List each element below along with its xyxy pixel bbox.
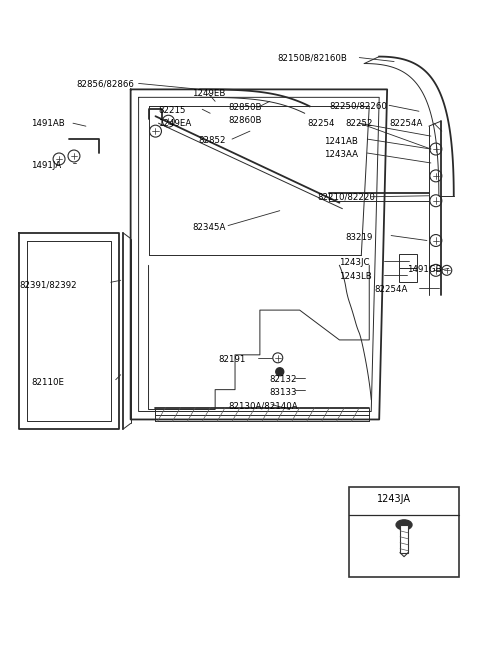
Text: 82250/82260: 82250/82260 <box>329 102 387 110</box>
Bar <box>399 269 417 282</box>
Text: 1243LB: 1243LB <box>339 272 372 281</box>
Text: 82110E: 82110E <box>31 378 64 386</box>
Text: 82856/82866: 82856/82866 <box>76 79 134 88</box>
Text: 82130A/82140A: 82130A/82140A <box>228 402 298 411</box>
Text: 1243JA: 1243JA <box>377 494 411 504</box>
Text: 82852: 82852 <box>198 136 226 145</box>
Text: 82215: 82215 <box>158 106 186 115</box>
Text: 83219: 83219 <box>346 233 373 242</box>
Text: 1241AB: 1241AB <box>324 137 359 146</box>
Text: 82391/82392: 82391/82392 <box>19 280 77 290</box>
Text: 1491AB: 1491AB <box>31 119 65 128</box>
Text: 1243JC: 1243JC <box>339 259 370 267</box>
Bar <box>349 487 459 576</box>
Text: 1249EB: 1249EB <box>192 89 226 98</box>
Text: 1249EA: 1249EA <box>158 119 192 128</box>
Bar <box>399 254 417 269</box>
Text: 1243AA: 1243AA <box>324 150 359 159</box>
Text: 83133: 83133 <box>270 388 297 397</box>
Text: 82210/82220: 82210/82220 <box>318 193 375 202</box>
Text: 82191: 82191 <box>218 355 245 364</box>
Text: 1491GB: 1491GB <box>407 265 442 274</box>
Circle shape <box>276 367 284 376</box>
Text: 82150B/82160B: 82150B/82160B <box>278 54 348 63</box>
Text: 82254: 82254 <box>308 119 335 128</box>
Text: 82252: 82252 <box>346 119 373 128</box>
Text: 82345A: 82345A <box>192 223 226 232</box>
Text: 1491JA: 1491JA <box>31 161 61 170</box>
Text: 82254A: 82254A <box>374 285 408 294</box>
Text: 82850B: 82850B <box>228 103 262 112</box>
Text: 82254A: 82254A <box>389 119 422 128</box>
Text: 82860B: 82860B <box>228 116 262 125</box>
Bar <box>400 525 408 553</box>
Text: 82132: 82132 <box>270 375 297 384</box>
Ellipse shape <box>396 520 412 530</box>
